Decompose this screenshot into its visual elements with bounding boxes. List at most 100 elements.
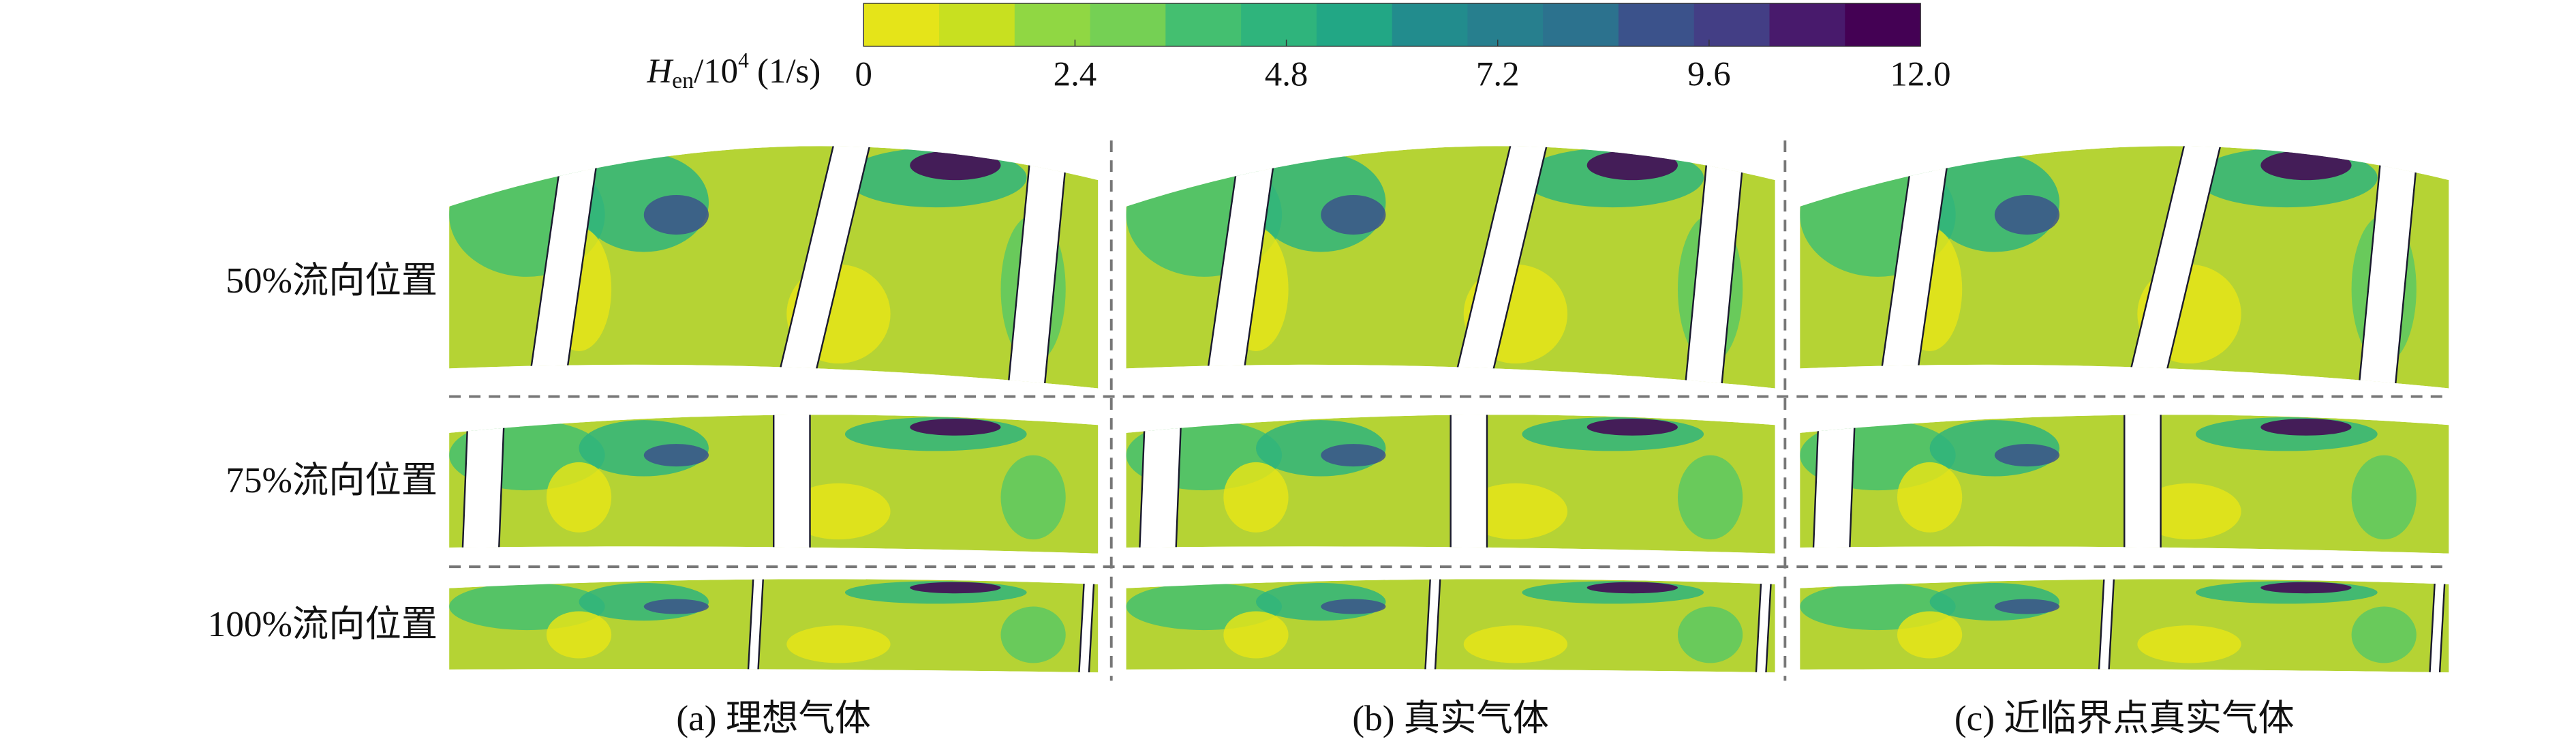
colorbar-step [1392,3,1469,46]
blade-gap [1077,579,1097,673]
colorbar-frame [863,3,1921,47]
contour-blob [643,194,709,235]
separators [449,140,2447,681]
column-label: (c) 近临界点真实气体 [1954,698,2295,738]
contour-blob [910,582,1001,594]
colorbar-step [1241,3,1317,46]
blade-gap [2123,415,2162,554]
contour-blob [643,444,709,467]
contour-panel [1800,579,2449,673]
row-label: 75%流向位置 [226,460,438,500]
colorbar-step [939,3,1015,46]
contour-blob [1000,455,1066,540]
contour-blob [1586,419,1678,436]
contour-panel [449,146,1099,389]
column-label: (a) 理想气体 [676,698,871,738]
blade-gap [1203,146,1281,389]
row-label: 50%流向位置 [226,260,438,301]
label-scale: /10 [694,53,738,91]
contour-blob [1586,150,1678,181]
colorbar-step [1165,3,1242,46]
contour-blob [786,625,891,663]
contour-blob [2260,582,2352,594]
contour-blob [643,599,709,614]
contour-blob [786,483,891,540]
contour-panel [1126,415,1775,554]
contour-blob [1000,606,1066,663]
colorbar-tick-label: 0 [855,56,872,94]
blade-gap [2097,579,2116,673]
contour-panel [1800,146,2449,389]
contour-blob [1321,444,1386,467]
label-subscript: en [672,68,694,93]
column-label: (b) 真实气体 [1352,698,1549,738]
row-label: 100%流向位置 [208,604,438,644]
contour-panel [1126,146,1775,389]
colorbar-tick-label: 7.2 [1476,56,1520,94]
contour-blob [1677,606,1743,663]
blade-gap [1138,415,1183,554]
contour-blob [2260,150,2352,181]
contour-blob [1994,599,2060,614]
colorbar-step [1769,3,1845,46]
colorbar-step [1090,3,1167,46]
contour-blob [2137,483,2241,540]
contour-blob [1223,611,1289,659]
colorbar-step [1014,3,1091,46]
blade-gap [2123,146,2227,389]
blade-gap [525,146,604,389]
colorbar-label: Hen/104 (1/s) [646,48,821,93]
colorbar-step [1618,3,1695,46]
contour-blob [546,462,612,533]
colorbar-step [1693,3,1770,46]
contour-blob [1223,462,1289,533]
blade-gap [2428,579,2447,673]
colorbar-step [863,3,940,46]
contour-blob [1677,455,1743,540]
contour-panel [449,579,1099,673]
contour-panel [449,415,1099,554]
contour-blob [1586,582,1678,594]
blade-gap [1450,146,1553,389]
blade-gap [1424,579,1442,673]
blade-gap [746,579,765,673]
contour-blob [2137,625,2241,663]
blade-gap [461,415,506,554]
blade-gap [1811,415,1857,554]
label-exponent: 4 [738,48,749,72]
blade-gap [1450,415,1488,554]
blade-gap [2357,146,2421,389]
blade-gap [773,415,811,554]
colorbar-step [1467,3,1544,46]
contour-blob [910,150,1001,181]
blade-gap [1683,146,1748,389]
contour-blob [1994,194,2060,235]
contour-blob [2260,419,2352,436]
contour-blob [546,611,612,659]
contour-blob [1463,483,1568,540]
contour-panel [1126,579,1775,673]
colorbar-step [1543,3,1619,46]
contour-blob [1321,194,1386,235]
colorbar-tick-label: 12.0 [1890,56,1951,94]
colorbar-tick-label: 4.8 [1265,56,1308,94]
contour-blob [1463,625,1568,663]
contour-blob [1994,444,2060,467]
blade-gap [1754,579,1773,673]
label-unit: (1/s) [757,53,821,91]
label-symbol: H [646,53,674,91]
contour-blob [1897,462,1963,533]
contour-blob [910,419,1001,436]
colorbar-step [1845,3,1921,46]
contour-panel [1800,415,2449,554]
colorbar-tick-label: 9.6 [1687,56,1731,94]
colorbar-step [1316,3,1393,46]
blade-gap [1006,146,1071,389]
blade-gap [772,146,876,389]
contour-blob [2351,606,2417,663]
blade-gap [1877,146,1954,389]
colorbar-tick-label: 2.4 [1054,56,1097,94]
contour-blob [1321,599,1386,614]
